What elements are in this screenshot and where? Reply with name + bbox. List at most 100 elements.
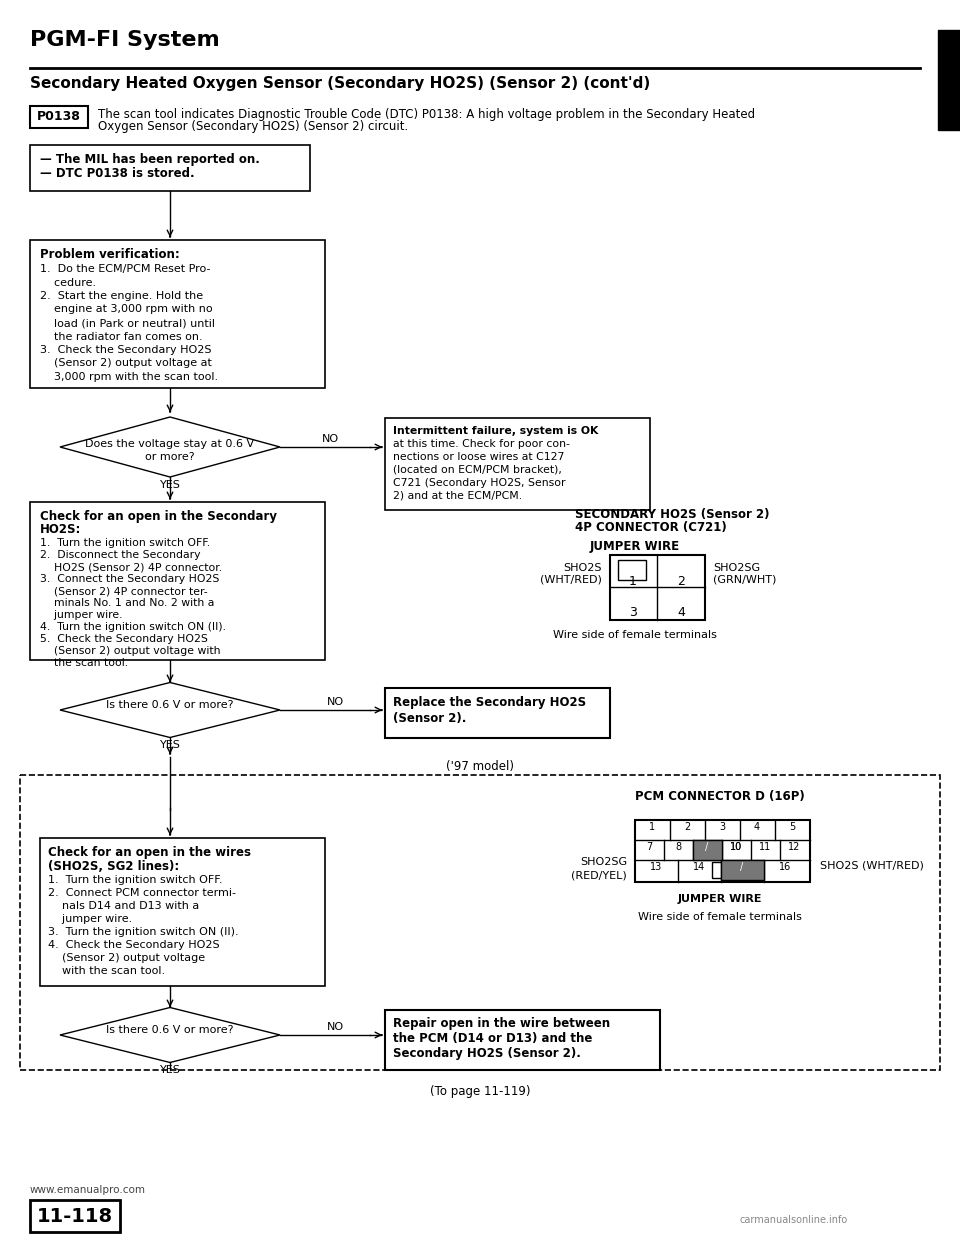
Text: engine at 3,000 rpm with no: engine at 3,000 rpm with no: [40, 304, 212, 314]
Polygon shape: [60, 1007, 280, 1062]
Bar: [30, 106, 88, 128]
Text: jumper wire.: jumper wire.: [40, 610, 123, 620]
Text: NO: NO: [322, 433, 339, 443]
Text: 11-118: 11-118: [36, 1206, 113, 1226]
Text: SHO2S: SHO2S: [564, 563, 602, 573]
Text: with the scan tool.: with the scan tool.: [48, 966, 165, 976]
Text: 3: 3: [629, 606, 636, 619]
Text: Secondary Heated Oxygen Sensor (Secondary HO2S) (Sensor 2) (cont'd): Secondary Heated Oxygen Sensor (Secondar…: [30, 76, 650, 91]
Bar: [30, 502, 325, 660]
Text: Intermittent failure, system is OK: Intermittent failure, system is OK: [393, 426, 598, 436]
Text: 4.  Check the Secondary HO2S: 4. Check the Secondary HO2S: [48, 940, 220, 950]
Text: Wire side of female terminals: Wire side of female terminals: [553, 630, 717, 640]
Text: 3.  Connect the Secondary HO2S: 3. Connect the Secondary HO2S: [40, 574, 220, 584]
Bar: [385, 1010, 660, 1071]
Bar: [693, 840, 722, 859]
Text: 1: 1: [629, 575, 636, 587]
Bar: [610, 555, 705, 620]
Text: 3: 3: [719, 822, 725, 832]
Text: nals D14 and D13 with a: nals D14 and D13 with a: [48, 900, 200, 910]
Bar: [30, 1200, 120, 1232]
Text: (WHT/RED): (WHT/RED): [540, 575, 602, 585]
Text: 3.  Check the Secondary HO2S: 3. Check the Secondary HO2S: [40, 345, 211, 355]
Text: the scan tool.: the scan tool.: [40, 658, 128, 668]
Text: 4.  Turn the ignition switch ON (II).: 4. Turn the ignition switch ON (II).: [40, 622, 226, 632]
Polygon shape: [60, 417, 280, 477]
Text: 2: 2: [684, 822, 690, 832]
Text: PGM-FI System: PGM-FI System: [30, 30, 220, 50]
Text: 8: 8: [675, 842, 681, 852]
Text: 1.  Do the ECM/PCM Reset Pro-: 1. Do the ECM/PCM Reset Pro-: [40, 265, 210, 274]
Text: cedure.: cedure.: [40, 277, 96, 287]
Text: the radiator fan comes on.: the radiator fan comes on.: [40, 332, 203, 342]
Text: www.emanualpro.com: www.emanualpro.com: [30, 1185, 146, 1195]
Text: 10: 10: [730, 842, 742, 852]
Text: C721 (Secondary HO2S, Sensor: C721 (Secondary HO2S, Sensor: [393, 478, 565, 488]
Text: 2.  Connect PCM connector termi-: 2. Connect PCM connector termi-: [48, 888, 236, 898]
Text: SHO2SG: SHO2SG: [580, 857, 627, 867]
Text: (located on ECM/PCM bracket),: (located on ECM/PCM bracket),: [393, 465, 562, 474]
Text: Does the voltage stay at 0.6 V: Does the voltage stay at 0.6 V: [85, 438, 254, 450]
Bar: [618, 560, 646, 580]
Text: 3,000 rpm with the scan tool.: 3,000 rpm with the scan tool.: [40, 373, 218, 383]
Text: /: /: [706, 842, 708, 852]
Text: (GRN/WHT): (GRN/WHT): [713, 575, 777, 585]
Text: (Sensor 2) output voltage with: (Sensor 2) output voltage with: [40, 646, 221, 656]
Bar: [712, 862, 732, 878]
Text: (Sensor 2).: (Sensor 2).: [393, 712, 467, 725]
Text: NO: NO: [326, 1022, 344, 1032]
Text: 1.  Turn the ignition switch OFF.: 1. Turn the ignition switch OFF.: [40, 538, 210, 548]
Text: 1: 1: [649, 822, 655, 832]
Text: carmanualsonline.info: carmanualsonline.info: [740, 1215, 849, 1225]
Text: 2: 2: [677, 575, 684, 587]
Bar: [30, 145, 310, 191]
Text: PCM CONNECTOR D (16P): PCM CONNECTOR D (16P): [636, 790, 804, 804]
Text: 12: 12: [788, 842, 801, 852]
Bar: [385, 688, 610, 738]
Text: nections or loose wires at C127: nections or loose wires at C127: [393, 452, 564, 462]
Bar: [938, 30, 960, 130]
Text: (To page 11-119): (To page 11-119): [430, 1086, 530, 1098]
Text: Wire side of female terminals: Wire side of female terminals: [638, 912, 802, 922]
Text: jumper wire.: jumper wire.: [48, 914, 132, 924]
Text: Repair open in the wire between: Repair open in the wire between: [393, 1017, 611, 1030]
Text: 2.  Start the engine. Hold the: 2. Start the engine. Hold the: [40, 291, 204, 301]
Text: — The MIL has been reported on.: — The MIL has been reported on.: [40, 153, 260, 166]
Text: 4: 4: [754, 822, 760, 832]
Text: ('97 model): ('97 model): [446, 760, 514, 773]
Bar: [635, 820, 810, 882]
Text: (SHO2S, SG2 lines):: (SHO2S, SG2 lines):: [48, 859, 180, 873]
Text: or more?: or more?: [145, 452, 195, 462]
Text: 4: 4: [677, 606, 684, 619]
Text: SECONDARY HO2S (Sensor 2): SECONDARY HO2S (Sensor 2): [575, 508, 770, 520]
Text: Secondary HO2S (Sensor 2).: Secondary HO2S (Sensor 2).: [393, 1047, 581, 1059]
Text: — DTC P0138 is stored.: — DTC P0138 is stored.: [40, 166, 195, 180]
Text: /: /: [740, 862, 744, 872]
Text: YES: YES: [159, 479, 180, 491]
Bar: [40, 838, 325, 986]
Text: 16: 16: [779, 862, 791, 872]
Text: 11: 11: [758, 842, 771, 852]
Text: 2) and at the ECM/PCM.: 2) and at the ECM/PCM.: [393, 491, 522, 501]
Text: 5.  Check the Secondary HO2S: 5. Check the Secondary HO2S: [40, 633, 208, 645]
Text: HO2S (Sensor 2) 4P connector.: HO2S (Sensor 2) 4P connector.: [40, 561, 222, 573]
Bar: [30, 240, 325, 388]
Text: 13: 13: [650, 862, 662, 872]
Bar: [385, 419, 650, 510]
Text: YES: YES: [159, 740, 180, 750]
Text: P0138: P0138: [37, 111, 81, 123]
Text: 4P CONNECTOR (C721): 4P CONNECTOR (C721): [575, 520, 727, 534]
Text: (Sensor 2) output voltage at: (Sensor 2) output voltage at: [40, 359, 212, 369]
Text: Check for an open in the Secondary: Check for an open in the Secondary: [40, 510, 277, 523]
Polygon shape: [60, 683, 280, 738]
Text: 14: 14: [693, 862, 706, 872]
Text: (Sensor 2) 4P connector ter-: (Sensor 2) 4P connector ter-: [40, 586, 207, 596]
Text: 1.  Turn the ignition switch OFF.: 1. Turn the ignition switch OFF.: [48, 876, 223, 886]
Bar: [721, 859, 764, 881]
Text: minals No. 1 and No. 2 with a: minals No. 1 and No. 2 with a: [40, 597, 214, 609]
Text: Replace the Secondary HO2S: Replace the Secondary HO2S: [393, 696, 587, 709]
Text: 5: 5: [789, 822, 795, 832]
Text: 7: 7: [646, 842, 652, 852]
Text: Check for an open in the wires: Check for an open in the wires: [48, 846, 251, 859]
Text: at this time. Check for poor con-: at this time. Check for poor con-: [393, 438, 570, 450]
